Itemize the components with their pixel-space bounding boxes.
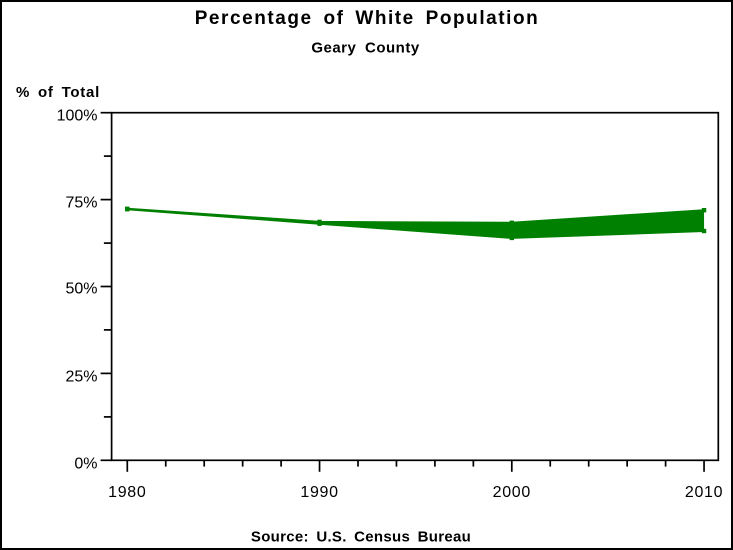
- svg-text:25%: 25%: [65, 368, 97, 385]
- svg-text:50%: 50%: [65, 281, 97, 298]
- svg-text:2000: 2000: [493, 484, 531, 501]
- svg-text:Percentage of White Population: Percentage of White Population: [195, 8, 540, 29]
- svg-text:% of Total: % of Total: [16, 84, 100, 101]
- svg-text:2010: 2010: [685, 484, 723, 501]
- svg-text:100%: 100%: [57, 108, 98, 125]
- svg-text:1990: 1990: [300, 484, 338, 501]
- svg-text:75%: 75%: [65, 195, 97, 212]
- svg-text:0%: 0%: [74, 455, 97, 472]
- svg-text:1980: 1980: [108, 484, 146, 501]
- svg-text:Geary County: Geary County: [311, 40, 420, 57]
- svg-text:Source: U.S. Census Bureau: Source: U.S. Census Bureau: [251, 529, 471, 546]
